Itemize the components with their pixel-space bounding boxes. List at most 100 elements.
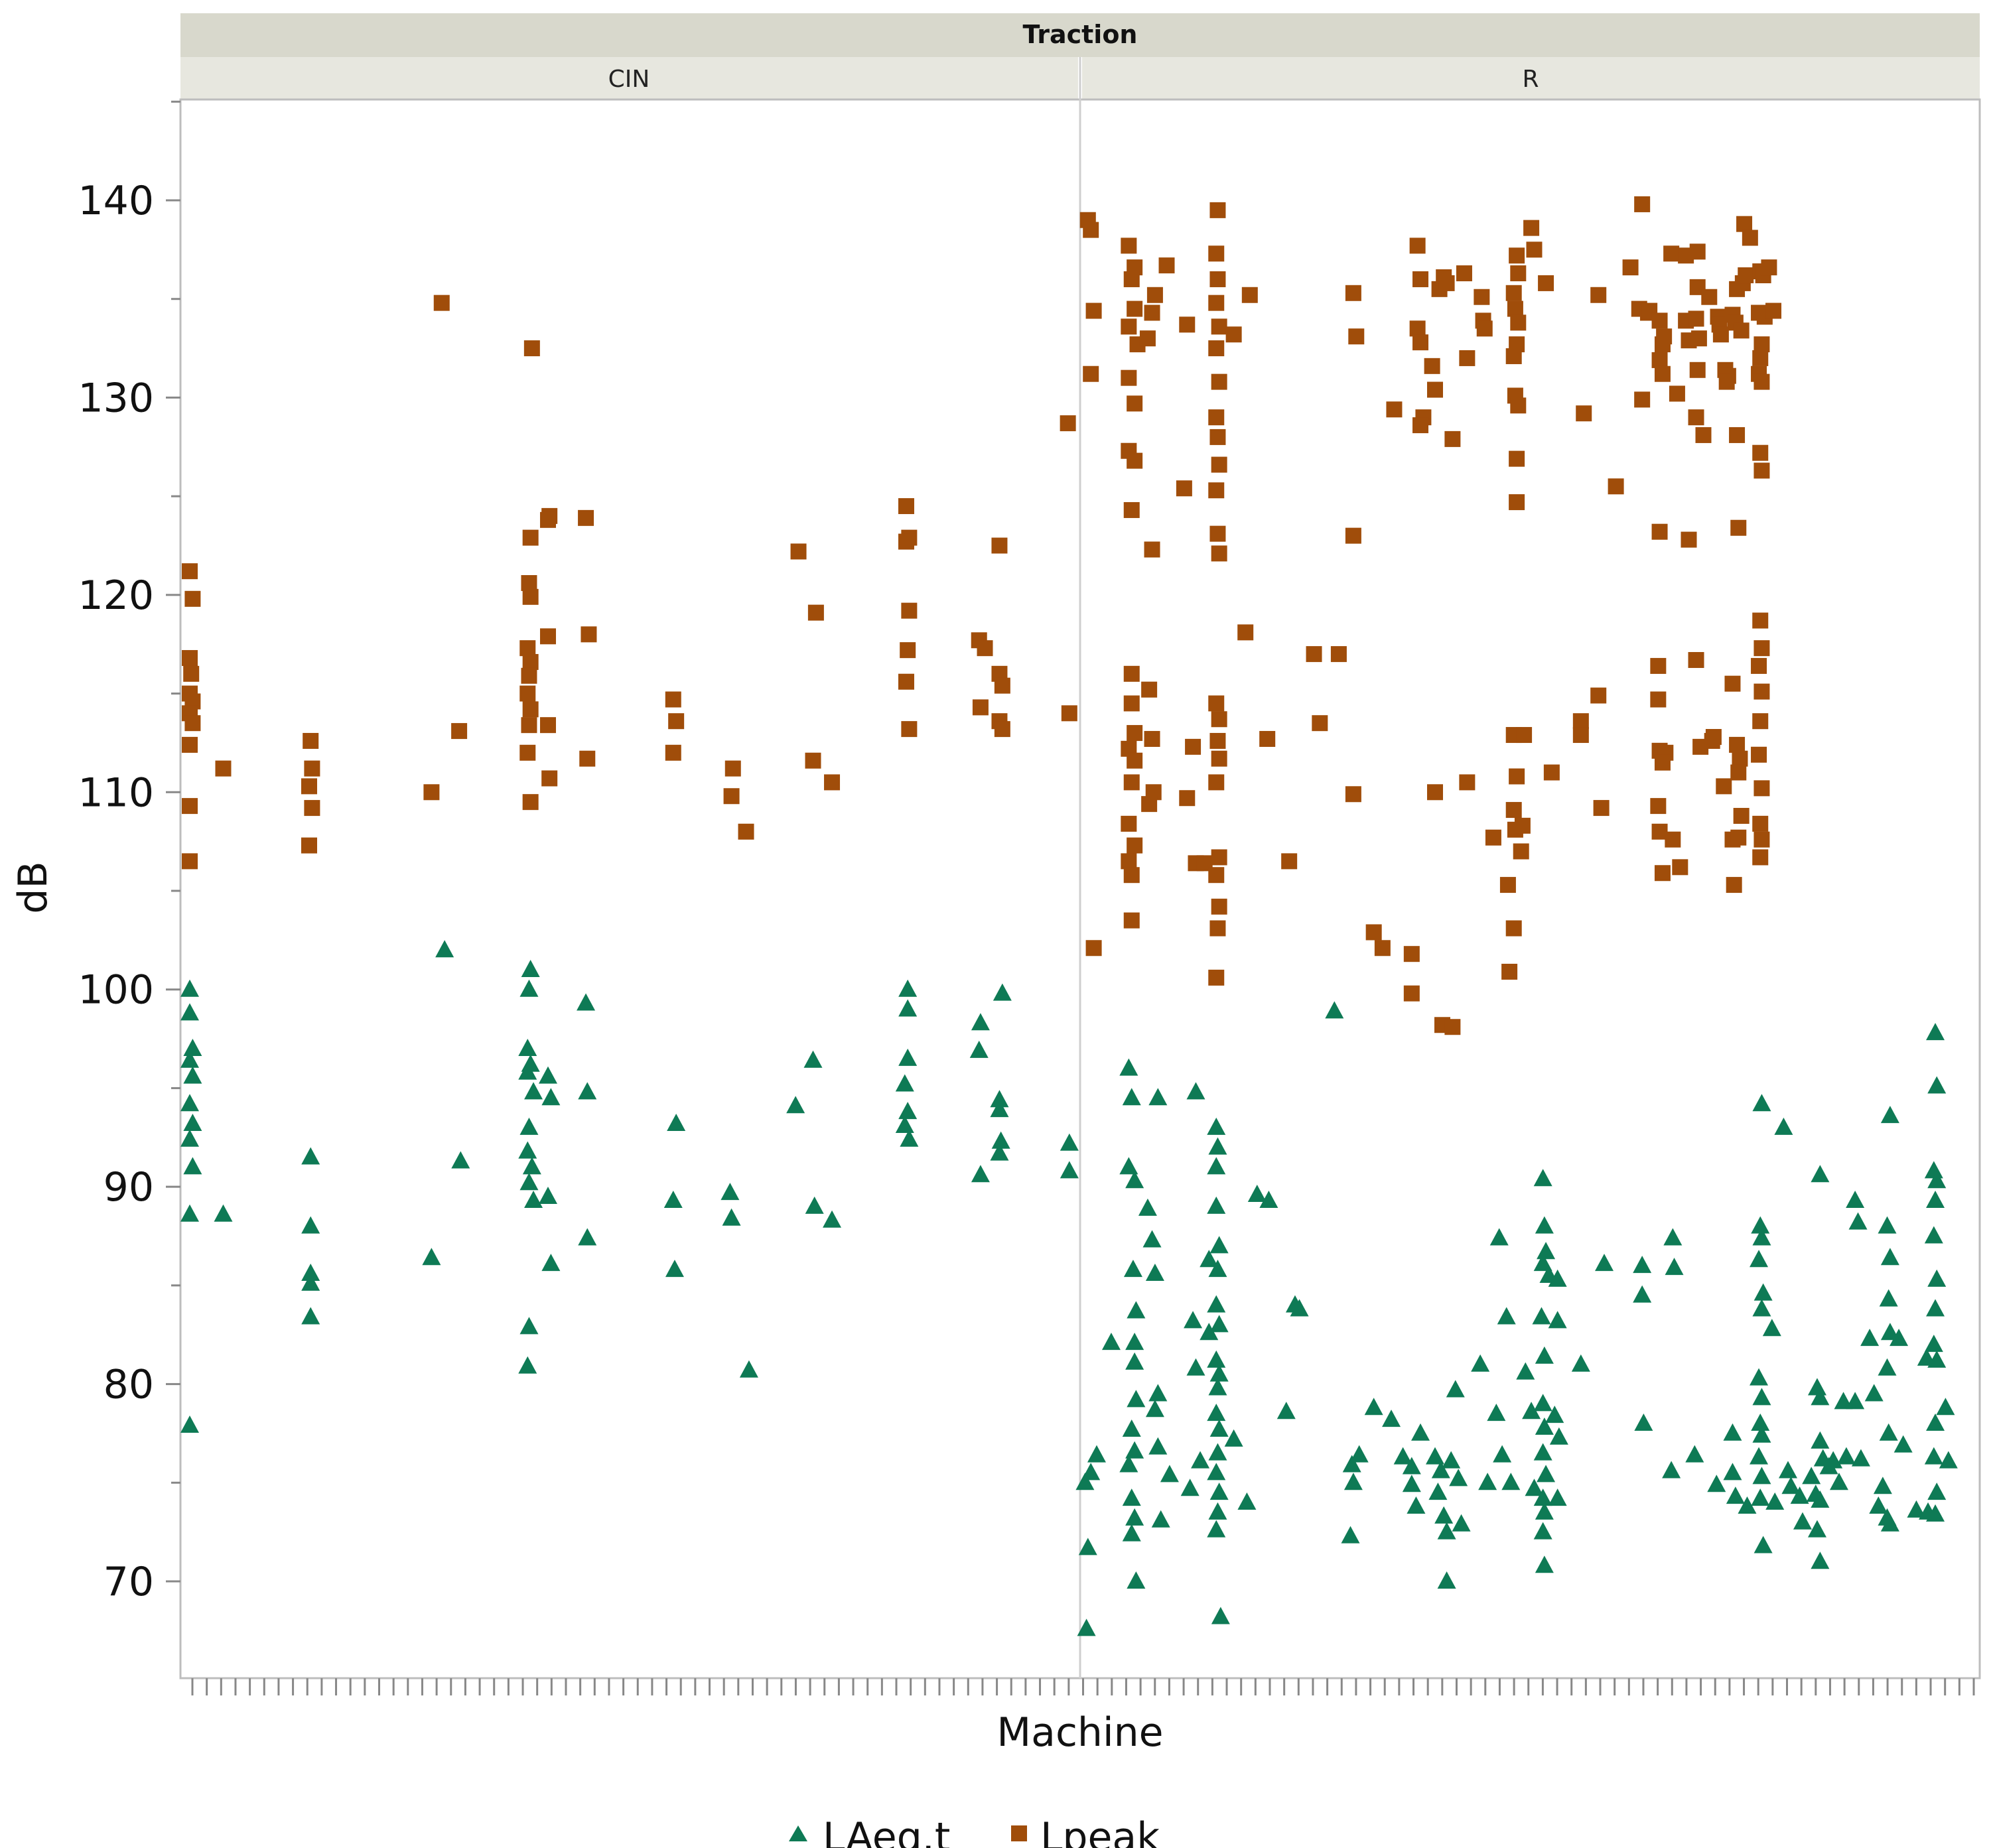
laeq-point: [1807, 1378, 1826, 1396]
lpeak-point: [1208, 245, 1225, 262]
laeq-point: [1535, 1346, 1554, 1364]
laeq-point: [183, 1157, 202, 1175]
legend-label-lpeak: Lpeak: [1040, 1814, 1160, 1848]
laeq-point: [183, 1038, 202, 1056]
laeq-point: [1752, 1228, 1771, 1246]
laeq-point: [180, 1416, 199, 1433]
lpeak-point: [1211, 711, 1227, 728]
laeq-point: [1186, 1082, 1205, 1100]
lpeak-point: [541, 770, 558, 787]
laeq-point: [1148, 1437, 1168, 1455]
lpeak-point: [1144, 304, 1160, 321]
lpeak-point: [1516, 727, 1533, 744]
lpeak-point: [1208, 340, 1225, 357]
lpeak-point: [1444, 1019, 1461, 1035]
lpeak-point: [1306, 646, 1322, 663]
laeq-point: [1545, 1406, 1564, 1423]
lpeak-point: [1716, 778, 1732, 795]
data-marks: [180, 196, 1958, 1636]
laeq-point: [180, 1003, 199, 1021]
laeq-point: [805, 1196, 824, 1214]
laeq-point: [214, 1204, 233, 1222]
lpeak-point: [1654, 865, 1671, 882]
lpeak-point: [972, 699, 989, 716]
lpeak-point: [807, 604, 824, 621]
lpeak-point: [898, 533, 914, 550]
laeq-point: [1207, 1196, 1226, 1214]
lpeak-point: [1650, 798, 1667, 815]
lpeak-point: [1061, 705, 1077, 722]
laeq-point: [1533, 1488, 1552, 1506]
laeq-point: [518, 1062, 537, 1080]
lpeak-point: [1259, 730, 1276, 747]
laeq-point: [1880, 1514, 1899, 1532]
lpeak-point: [1590, 287, 1607, 303]
lpeak-point: [665, 691, 681, 708]
lpeak-point: [1650, 691, 1667, 708]
laeq-point: [451, 1151, 470, 1169]
laeq-point: [969, 1040, 989, 1058]
lpeak-point: [1509, 450, 1525, 467]
lpeak-point: [1476, 320, 1493, 337]
lpeak-point: [1510, 314, 1527, 331]
lpeak-point: [1752, 713, 1769, 730]
laeq-point: [1848, 1212, 1868, 1230]
lpeak-point: [1121, 237, 1137, 254]
lpeak-point: [1209, 202, 1226, 218]
laeq-point: [180, 1094, 199, 1112]
lpeak-point: [1179, 316, 1196, 333]
laeq-point: [183, 1066, 202, 1084]
lpeak-point: [1690, 330, 1707, 347]
lpeak-point: [1176, 480, 1192, 497]
laeq-point: [1060, 1133, 1079, 1151]
laeq-point: [1774, 1117, 1793, 1135]
lpeak-point: [1312, 715, 1328, 732]
laeq-point: [1207, 1295, 1226, 1313]
laeq-point: [301, 1147, 320, 1165]
lpeak-point: [304, 800, 320, 817]
laeq-point: [1811, 1490, 1830, 1508]
laeq-point: [1535, 1418, 1554, 1435]
laeq-point: [1123, 1260, 1142, 1278]
lpeak-point: [539, 717, 556, 734]
lpeak-point: [738, 823, 754, 840]
laeq-point: [1393, 1447, 1412, 1465]
laeq-point: [1880, 1323, 1899, 1341]
x-axis-title: Machine: [996, 1709, 1163, 1756]
laeq-point: [1793, 1512, 1812, 1530]
lpeak-point: [1225, 326, 1242, 343]
lpeak-point: [522, 588, 539, 605]
laeq-point: [524, 1190, 543, 1208]
laeq-point: [898, 1102, 918, 1120]
laeq-point: [1633, 1256, 1652, 1274]
lpeak-point: [521, 575, 537, 592]
lpeak-point: [1127, 837, 1143, 854]
laeq-point: [1811, 1388, 1830, 1406]
laeq-point: [786, 1096, 805, 1114]
y-tick-label: 90: [103, 1164, 154, 1211]
laeq-point: [1446, 1380, 1465, 1398]
laeq-point: [823, 1210, 842, 1228]
laeq-point: [1471, 1354, 1490, 1372]
lpeak-point: [1509, 494, 1525, 511]
lpeak-point: [1751, 657, 1767, 674]
lpeak-point: [1123, 271, 1140, 287]
laeq-point: [663, 1190, 683, 1208]
y-tick-label: 110: [78, 769, 154, 816]
lpeak-point: [1330, 646, 1347, 663]
laeq-point: [1533, 1443, 1552, 1461]
lpeak-point: [1208, 482, 1225, 499]
laeq-point: [1186, 1358, 1205, 1376]
lpeak-point: [1474, 289, 1490, 305]
laeq-point: [1802, 1467, 1821, 1485]
lpeak-point: [1209, 732, 1226, 749]
lpeak-point: [423, 784, 440, 801]
lpeak-point: [1412, 417, 1429, 434]
lpeak-point: [977, 640, 993, 657]
laeq-point: [422, 1248, 441, 1266]
laeq-point: [1779, 1461, 1798, 1479]
laeq-point: [1290, 1299, 1309, 1317]
laeq-point: [180, 1204, 199, 1222]
lpeak-point: [519, 744, 536, 761]
